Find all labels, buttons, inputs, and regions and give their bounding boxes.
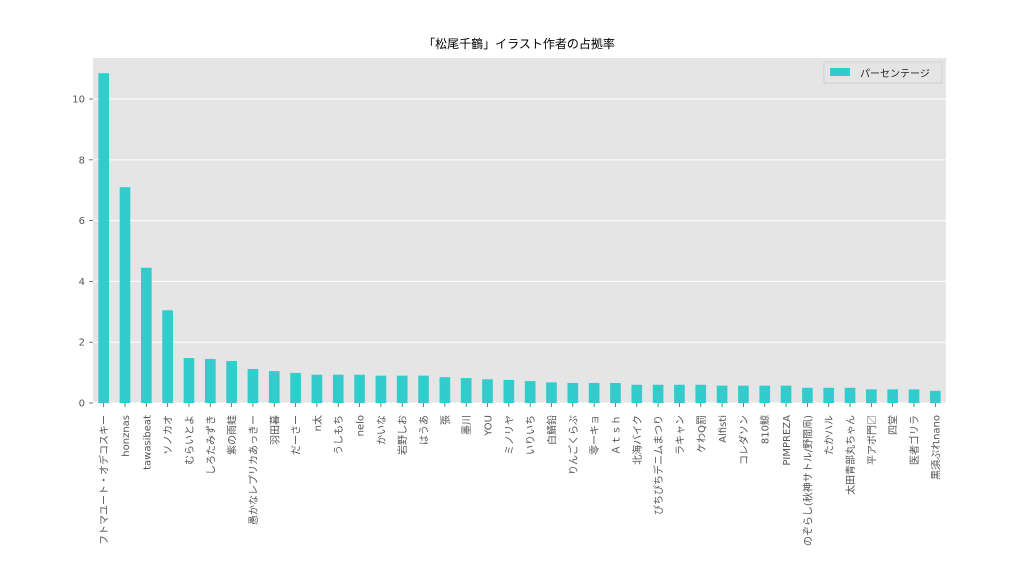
x-tick-label: うしもち	[333, 415, 345, 455]
bar	[439, 377, 451, 403]
x-tick-label: 平アボ門〼	[866, 415, 878, 465]
plot-area	[93, 58, 946, 403]
bar	[759, 385, 771, 403]
legend-swatch	[830, 68, 850, 76]
legend: パーセンテージ	[823, 61, 943, 84]
x-tick-label: Ａｔｓｈ	[610, 415, 622, 455]
bar	[716, 385, 728, 403]
x-tick-label: だーさー	[291, 415, 303, 455]
x-tick-label: ソノカオ	[163, 415, 175, 455]
x-axis: フトマユート・オデコスキー honznas tawasibeat ソノカオ むらいとよし…	[98, 403, 942, 546]
legend-label: パーセンテージ	[860, 68, 930, 80]
bar	[674, 384, 685, 403]
bar	[695, 384, 707, 403]
y-tick-label: 6	[79, 216, 85, 227]
bar	[738, 385, 749, 403]
bar	[268, 371, 280, 403]
bar	[418, 375, 429, 403]
x-tick-label: 白鯖鉛	[545, 415, 558, 445]
x-tick-label: Alfisti	[718, 415, 729, 443]
chart-title: 「松尾千鶴」イラスト作者の占拠率	[423, 36, 615, 51]
bar	[482, 379, 493, 403]
x-tick-label: ぴちぴちデニムまつり	[652, 415, 665, 515]
bar	[802, 387, 813, 403]
x-tick-label: 墨川	[461, 415, 473, 435]
bar	[823, 387, 835, 403]
legend-box	[823, 61, 943, 84]
x-tick-label: 愚かなレプリカあっきー	[248, 415, 260, 525]
x-tick-label: 810鯨	[759, 415, 772, 444]
y-axis: 0 2 4 6 8 10	[72, 95, 93, 410]
x-tick-label: 羽田暮	[268, 415, 281, 445]
bar	[866, 389, 877, 403]
bar	[524, 381, 536, 403]
bar	[396, 375, 408, 403]
y-tick-label: 4	[79, 277, 85, 288]
x-tick-label: ラキャン	[674, 415, 686, 455]
x-tick-label: むらいとよ	[184, 415, 196, 465]
bar	[332, 374, 344, 403]
x-tick-label: tawasibeat	[142, 415, 153, 470]
y-tick-label: 10	[72, 95, 85, 106]
x-tick-label: ミノリヤ	[505, 415, 516, 455]
x-tick-label: YOU	[484, 415, 495, 437]
x-tick-label: 太田青部丸ちゃん	[844, 415, 857, 495]
bar	[546, 382, 557, 403]
x-tick-label: nelo	[356, 415, 367, 436]
x-tick-label: いりいち	[525, 415, 537, 455]
bar	[375, 375, 387, 403]
x-tick-label: はうあ	[419, 415, 431, 445]
x-tick-label: PIMPREZA	[782, 415, 793, 466]
x-tick-label: ケわQ罰	[696, 415, 708, 453]
bar	[930, 390, 941, 403]
bar	[311, 374, 323, 403]
y-tick-label: 8	[79, 155, 85, 166]
x-tick-label: 医者ゴリラ	[908, 415, 921, 465]
x-tick-label: しろたみずき	[205, 415, 217, 475]
x-tick-label: かいな	[376, 415, 388, 445]
x-tick-label: 黒須ぷれnano	[930, 415, 942, 480]
bar	[204, 358, 216, 403]
bar	[119, 187, 131, 403]
x-tick-label: フトマユート・オデコスキー	[98, 415, 111, 545]
bar	[780, 385, 792, 403]
bar	[162, 310, 173, 403]
bar	[887, 389, 899, 403]
bar	[610, 382, 621, 403]
bar	[247, 368, 259, 403]
x-tick-label: コレダソン	[737, 415, 750, 465]
x-tick-label: たかハル	[824, 415, 836, 455]
bar	[140, 267, 152, 403]
x-tick-label: 岩野しお	[396, 415, 409, 455]
x-tick-label: 北海バイク	[631, 415, 644, 465]
x-tick-label: n太	[311, 415, 324, 431]
bar	[567, 382, 579, 403]
bar	[98, 73, 109, 403]
x-tick-label: りんごくらぶ	[567, 415, 580, 475]
x-tick-label: 張	[440, 415, 452, 425]
bar	[652, 384, 664, 403]
bar	[908, 389, 920, 403]
bar	[844, 387, 856, 403]
bar	[183, 358, 195, 403]
bar	[631, 384, 643, 403]
bar	[503, 379, 515, 403]
x-tick-label: 四堂	[888, 415, 900, 435]
x-tick-label: 零ーキョ	[589, 415, 601, 455]
y-tick-label: 0	[79, 399, 85, 410]
bar	[460, 378, 472, 403]
y-tick-label: 2	[79, 338, 85, 349]
x-tick-label: のぞらし(秋神サトル/野間凧)	[801, 415, 814, 546]
bar	[226, 361, 237, 403]
bar	[354, 374, 365, 403]
bar	[290, 372, 301, 403]
bars	[98, 73, 941, 403]
x-tick-label: honznas	[121, 415, 132, 457]
x-tick-label: 紫の雨蛙	[226, 415, 239, 455]
bar	[588, 382, 600, 403]
